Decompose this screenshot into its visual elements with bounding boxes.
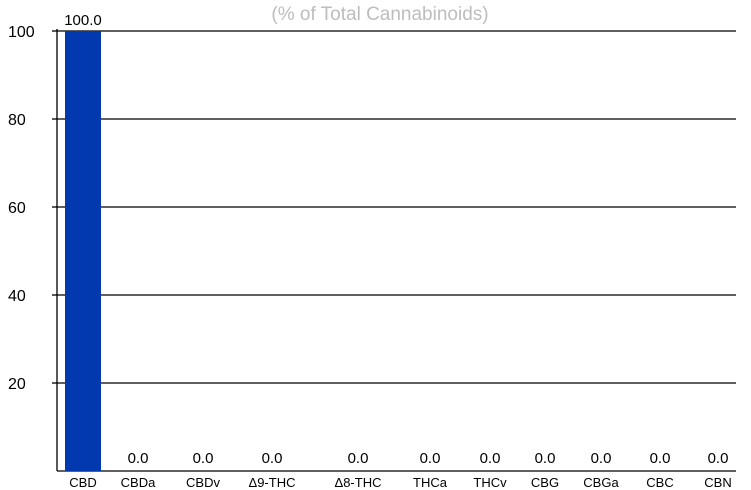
x-category-label-cbn: CBN (704, 475, 731, 490)
x-category-label-cbc: CBC (646, 475, 673, 490)
axes (56, 29, 736, 472)
y-tick-label: 20 (8, 376, 26, 393)
data-label-cbd: 100.0 (64, 12, 102, 29)
x-category-label-thcv: THCv (473, 475, 507, 490)
x-category-label--9-thc: Δ9-THC (249, 475, 296, 490)
y-tick-label: 60 (8, 200, 26, 217)
bars (65, 31, 101, 471)
y-tick-label: 80 (8, 112, 26, 129)
data-label--8-thc: 0.0 (348, 450, 369, 467)
x-category-label--8-thc: Δ8-THC (335, 475, 382, 490)
y-tick-label: 100 (8, 24, 35, 41)
x-category-label-cbda: CBDa (121, 475, 156, 490)
x-category-label-cbd: CBD (69, 475, 96, 490)
data-label-cbga: 0.0 (591, 450, 612, 467)
data-label-cbn: 0.0 (708, 450, 729, 467)
data-label-cbdv: 0.0 (193, 450, 214, 467)
data-label-cbc: 0.0 (650, 450, 671, 467)
data-label-thca: 0.0 (420, 450, 441, 467)
y-tick-label: 40 (8, 288, 26, 305)
data-label-cbg: 0.0 (535, 450, 556, 467)
data-label--9-thc: 0.0 (262, 450, 283, 467)
x-category-label-thca: THCa (413, 475, 448, 490)
chart-subtitle: (% of Total Cannabinoids) (271, 4, 488, 25)
x-category-label-cbdv: CBDv (186, 475, 220, 490)
data-labels: 100.0 0.0 0.0 0.0 0.0 0.0 0.0 0.0 0.0 0.0 0.0 (64, 12, 728, 467)
gridlines (57, 30, 736, 384)
bar-cbd (65, 31, 101, 471)
y-axis-ticks: 20 40 60 80 100 (8, 24, 57, 393)
data-label-thcv: 0.0 (480, 450, 501, 467)
data-label-cbda: 0.0 (128, 450, 149, 467)
x-axis-categories: CBD CBDa CBDv Δ9-THC Δ8-THC THCa THCv CBG CBGa CB… (69, 475, 731, 490)
x-category-label-cbg: CBG (531, 475, 559, 490)
x-category-label-cbga: CBGa (583, 475, 619, 490)
